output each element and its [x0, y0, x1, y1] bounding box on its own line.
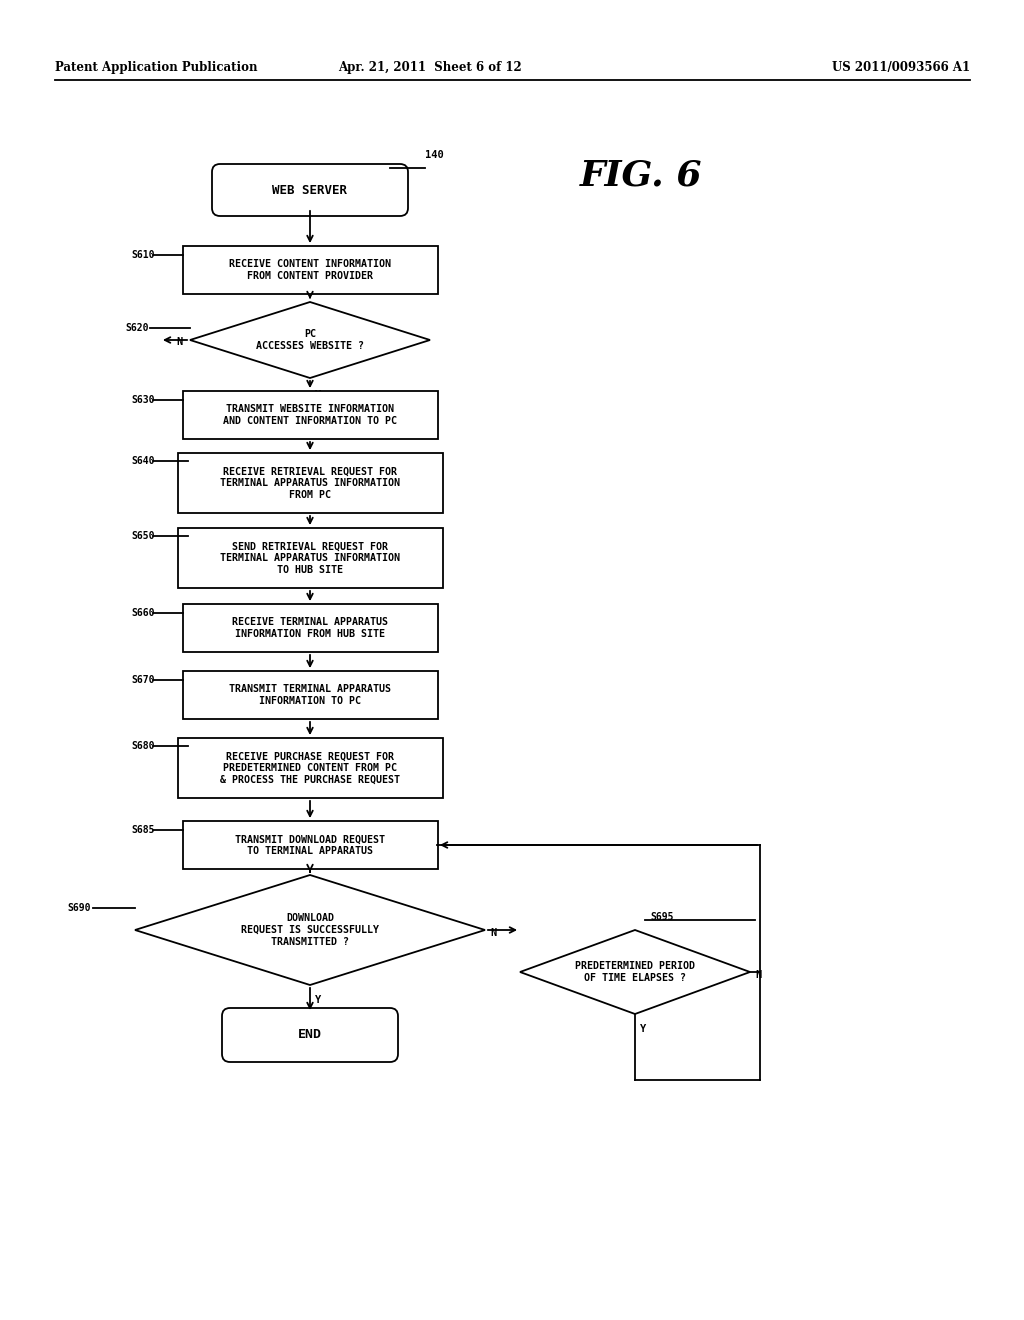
Text: US 2011/0093566 A1: US 2011/0093566 A1: [831, 62, 970, 74]
Polygon shape: [135, 875, 485, 985]
Text: FIG. 6: FIG. 6: [580, 158, 702, 191]
Text: S610: S610: [131, 249, 155, 260]
Text: S695: S695: [650, 912, 674, 921]
Text: Y: Y: [315, 995, 322, 1005]
FancyBboxPatch shape: [212, 164, 408, 216]
FancyBboxPatch shape: [182, 246, 437, 294]
Text: SEND RETRIEVAL REQUEST FOR
TERMINAL APPARATUS INFORMATION
TO HUB SITE: SEND RETRIEVAL REQUEST FOR TERMINAL APPA…: [220, 541, 400, 574]
Text: RECEIVE TERMINAL APPARATUS
INFORMATION FROM HUB SITE: RECEIVE TERMINAL APPARATUS INFORMATION F…: [232, 618, 388, 639]
FancyBboxPatch shape: [222, 1008, 398, 1063]
Text: RECEIVE CONTENT INFORMATION
FROM CONTENT PROVIDER: RECEIVE CONTENT INFORMATION FROM CONTENT…: [229, 259, 391, 281]
Text: N: N: [490, 928, 497, 939]
Text: END: END: [298, 1028, 322, 1041]
Text: PC
ACCESSES WEBSITE ?: PC ACCESSES WEBSITE ?: [256, 329, 364, 351]
FancyBboxPatch shape: [182, 671, 437, 719]
FancyBboxPatch shape: [182, 391, 437, 440]
Text: N: N: [176, 337, 182, 347]
Text: TRANSMIT TERMINAL APPARATUS
INFORMATION TO PC: TRANSMIT TERMINAL APPARATUS INFORMATION …: [229, 684, 391, 706]
Text: S690: S690: [67, 903, 90, 913]
Text: PREDETERMINED PERIOD
OF TIME ELAPSES ?: PREDETERMINED PERIOD OF TIME ELAPSES ?: [575, 961, 695, 983]
FancyBboxPatch shape: [182, 605, 437, 652]
Text: S640: S640: [131, 455, 155, 466]
Polygon shape: [190, 302, 430, 378]
FancyBboxPatch shape: [177, 738, 442, 799]
Text: Patent Application Publication: Patent Application Publication: [55, 62, 257, 74]
FancyBboxPatch shape: [182, 821, 437, 869]
Polygon shape: [520, 931, 750, 1014]
Text: 140: 140: [425, 150, 443, 160]
Text: S680: S680: [131, 741, 155, 751]
Text: S620: S620: [125, 323, 148, 333]
FancyBboxPatch shape: [177, 453, 442, 513]
Text: Y: Y: [315, 389, 322, 400]
Text: Y: Y: [640, 1024, 646, 1034]
Text: RECEIVE RETRIEVAL REQUEST FOR
TERMINAL APPARATUS INFORMATION
FROM PC: RECEIVE RETRIEVAL REQUEST FOR TERMINAL A…: [220, 466, 400, 499]
FancyBboxPatch shape: [177, 528, 442, 587]
Text: TRANSMIT WEBSITE INFORMATION
AND CONTENT INFORMATION TO PC: TRANSMIT WEBSITE INFORMATION AND CONTENT…: [223, 404, 397, 426]
Text: S660: S660: [131, 609, 155, 618]
Text: WEB SERVER: WEB SERVER: [272, 183, 347, 197]
Text: N: N: [755, 970, 761, 979]
Text: DOWNLOAD
REQUEST IS SUCCESSFULLY
TRANSMITTED ?: DOWNLOAD REQUEST IS SUCCESSFULLY TRANSMI…: [241, 913, 379, 946]
Text: S630: S630: [131, 395, 155, 405]
Text: TRANSMIT DOWNLOAD REQUEST
TO TERMINAL APPARATUS: TRANSMIT DOWNLOAD REQUEST TO TERMINAL AP…: [234, 834, 385, 855]
Text: S685: S685: [131, 825, 155, 836]
Text: S670: S670: [131, 675, 155, 685]
Text: Apr. 21, 2011  Sheet 6 of 12: Apr. 21, 2011 Sheet 6 of 12: [338, 62, 522, 74]
Text: S650: S650: [131, 531, 155, 541]
Text: RECEIVE PURCHASE REQUEST FOR
PREDETERMINED CONTENT FROM PC
& PROCESS THE PURCHAS: RECEIVE PURCHASE REQUEST FOR PREDETERMIN…: [220, 751, 400, 784]
